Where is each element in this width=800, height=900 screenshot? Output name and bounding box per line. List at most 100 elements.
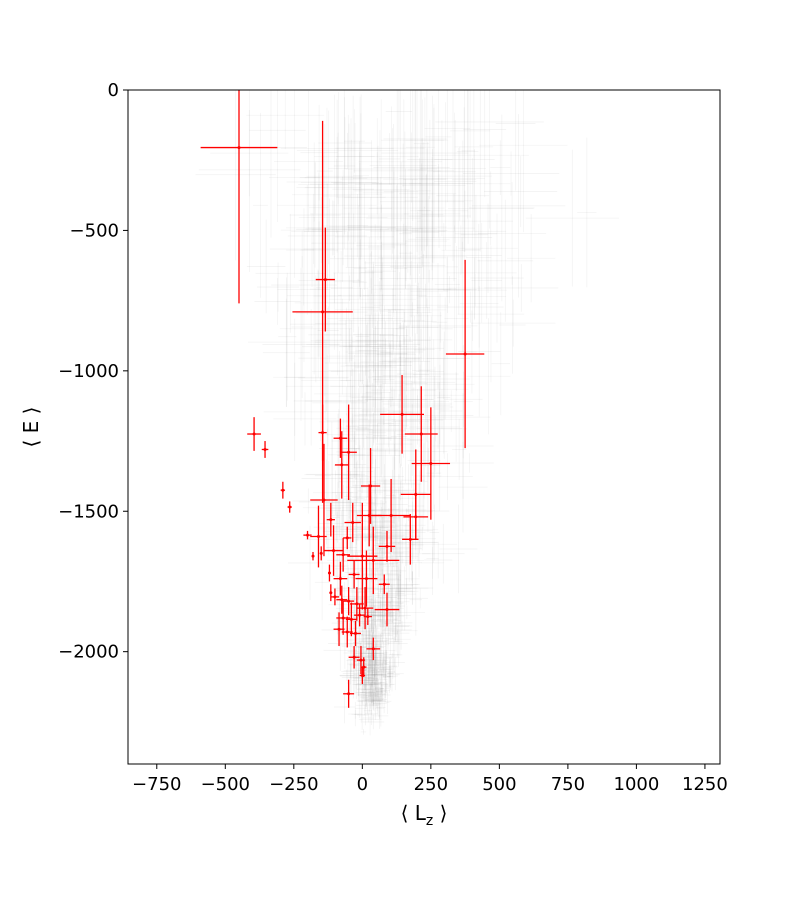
background-error-bar — [463, 90, 507, 198]
background-error-bar — [254, 277, 301, 325]
background-error-bar — [365, 663, 383, 680]
highlight-point — [347, 599, 351, 603]
background-error-bar — [396, 492, 450, 530]
background-error-bar — [373, 639, 383, 653]
background-error-bar — [301, 340, 351, 421]
background-error-bar — [387, 630, 408, 657]
background-error-bar — [392, 358, 419, 484]
background-error-bar — [425, 90, 452, 218]
background-error-bar — [362, 642, 389, 664]
background-error-bar — [355, 328, 431, 353]
background-error-bar — [470, 299, 556, 347]
background-error-bar — [374, 367, 426, 397]
background-error-bar — [333, 213, 375, 333]
background-error-bar — [373, 132, 450, 203]
background-error-bar — [362, 672, 371, 708]
background-error-bar — [364, 315, 375, 456]
background-error-bar — [361, 671, 373, 684]
background-error-bar — [406, 211, 459, 323]
x-tick-label: −500 — [201, 774, 250, 795]
background-error-bar — [383, 508, 394, 534]
background-error-bar — [372, 649, 380, 681]
background-error-bar — [369, 673, 386, 716]
background-error-bar — [342, 596, 367, 626]
background-error-bar — [278, 272, 297, 401]
background-error-bar — [484, 264, 559, 312]
background-error-bar — [484, 156, 558, 228]
background-error-bar — [394, 615, 403, 667]
highlight-point — [288, 505, 292, 509]
background-error-bar — [382, 605, 418, 656]
background-error-bar — [345, 292, 405, 439]
background-error-bar — [357, 700, 368, 730]
background-error-bar — [326, 373, 392, 469]
background-error-bar — [370, 702, 389, 729]
highlight-point — [327, 571, 331, 575]
background-error-bar — [335, 552, 380, 586]
background-error-bar — [460, 149, 488, 321]
x-axis-ticks: −750 −500 −250 0 250 500 750 1000 1250 — [132, 764, 728, 795]
background-error-bar — [390, 394, 408, 479]
highlight-point — [360, 554, 364, 558]
background-error-bar — [356, 383, 406, 477]
background-error-bar — [321, 139, 382, 313]
background-error-bar — [305, 193, 322, 265]
background-error-bar — [375, 681, 386, 702]
background-error-bar — [344, 220, 418, 292]
background-error-bar — [407, 90, 427, 253]
background-error-bar — [366, 660, 374, 697]
background-error-bar — [362, 681, 383, 703]
background-error-bar — [309, 184, 329, 232]
background-error-bar — [398, 120, 485, 237]
background-error-bar — [376, 463, 425, 497]
background-error-bar — [371, 99, 473, 268]
background-error-bar — [382, 344, 399, 408]
background-error-bar — [417, 254, 431, 362]
highlight-point — [389, 513, 393, 517]
background-error-bar — [375, 564, 402, 596]
background-error-bar — [414, 419, 442, 533]
background-error-bar — [344, 413, 402, 464]
background-error-bar — [330, 275, 368, 302]
background-error-bar — [324, 386, 368, 416]
background-error-bar — [372, 681, 390, 700]
background-error-bar — [263, 362, 326, 461]
background-error-bar — [370, 653, 398, 681]
background-error-bar — [362, 555, 399, 593]
background-error-bar — [390, 464, 427, 522]
background-error-bar — [402, 382, 474, 449]
plot-frame — [127, 89, 721, 765]
background-error-bar — [328, 132, 348, 205]
background-error-bar — [405, 302, 420, 415]
background-error-bar — [358, 634, 384, 661]
background-error-bar — [357, 694, 375, 707]
background-error-bar — [396, 163, 448, 298]
background-error-bar — [403, 157, 461, 271]
background-error-bar — [387, 658, 394, 688]
background-error-bar — [376, 688, 386, 727]
highlight-point — [355, 602, 359, 606]
background-error-bar — [374, 684, 390, 693]
background-error-bar — [577, 137, 597, 288]
background-error-bar — [457, 245, 525, 383]
background-error-bar — [377, 660, 394, 678]
background-error-bar — [357, 674, 374, 703]
background-error-bar — [388, 574, 413, 608]
background-error-bar — [420, 223, 468, 291]
background-error-bar — [437, 291, 504, 323]
highlight-point — [414, 515, 418, 519]
background-error-bar — [438, 441, 488, 533]
background-error-bar — [346, 445, 374, 498]
background-error-bar — [302, 497, 356, 518]
background-error-bar — [370, 509, 421, 563]
background-error-bar — [431, 391, 448, 512]
background-error-bar — [436, 140, 490, 251]
background-error-bar — [351, 648, 359, 663]
background-error-bar — [385, 339, 416, 367]
background-error-bar — [364, 338, 407, 370]
background-error-bar — [397, 566, 413, 631]
background-error-bar — [375, 673, 388, 694]
background-error-bar — [352, 678, 379, 690]
highlight-point — [351, 520, 355, 524]
background-error-bar — [395, 523, 416, 566]
